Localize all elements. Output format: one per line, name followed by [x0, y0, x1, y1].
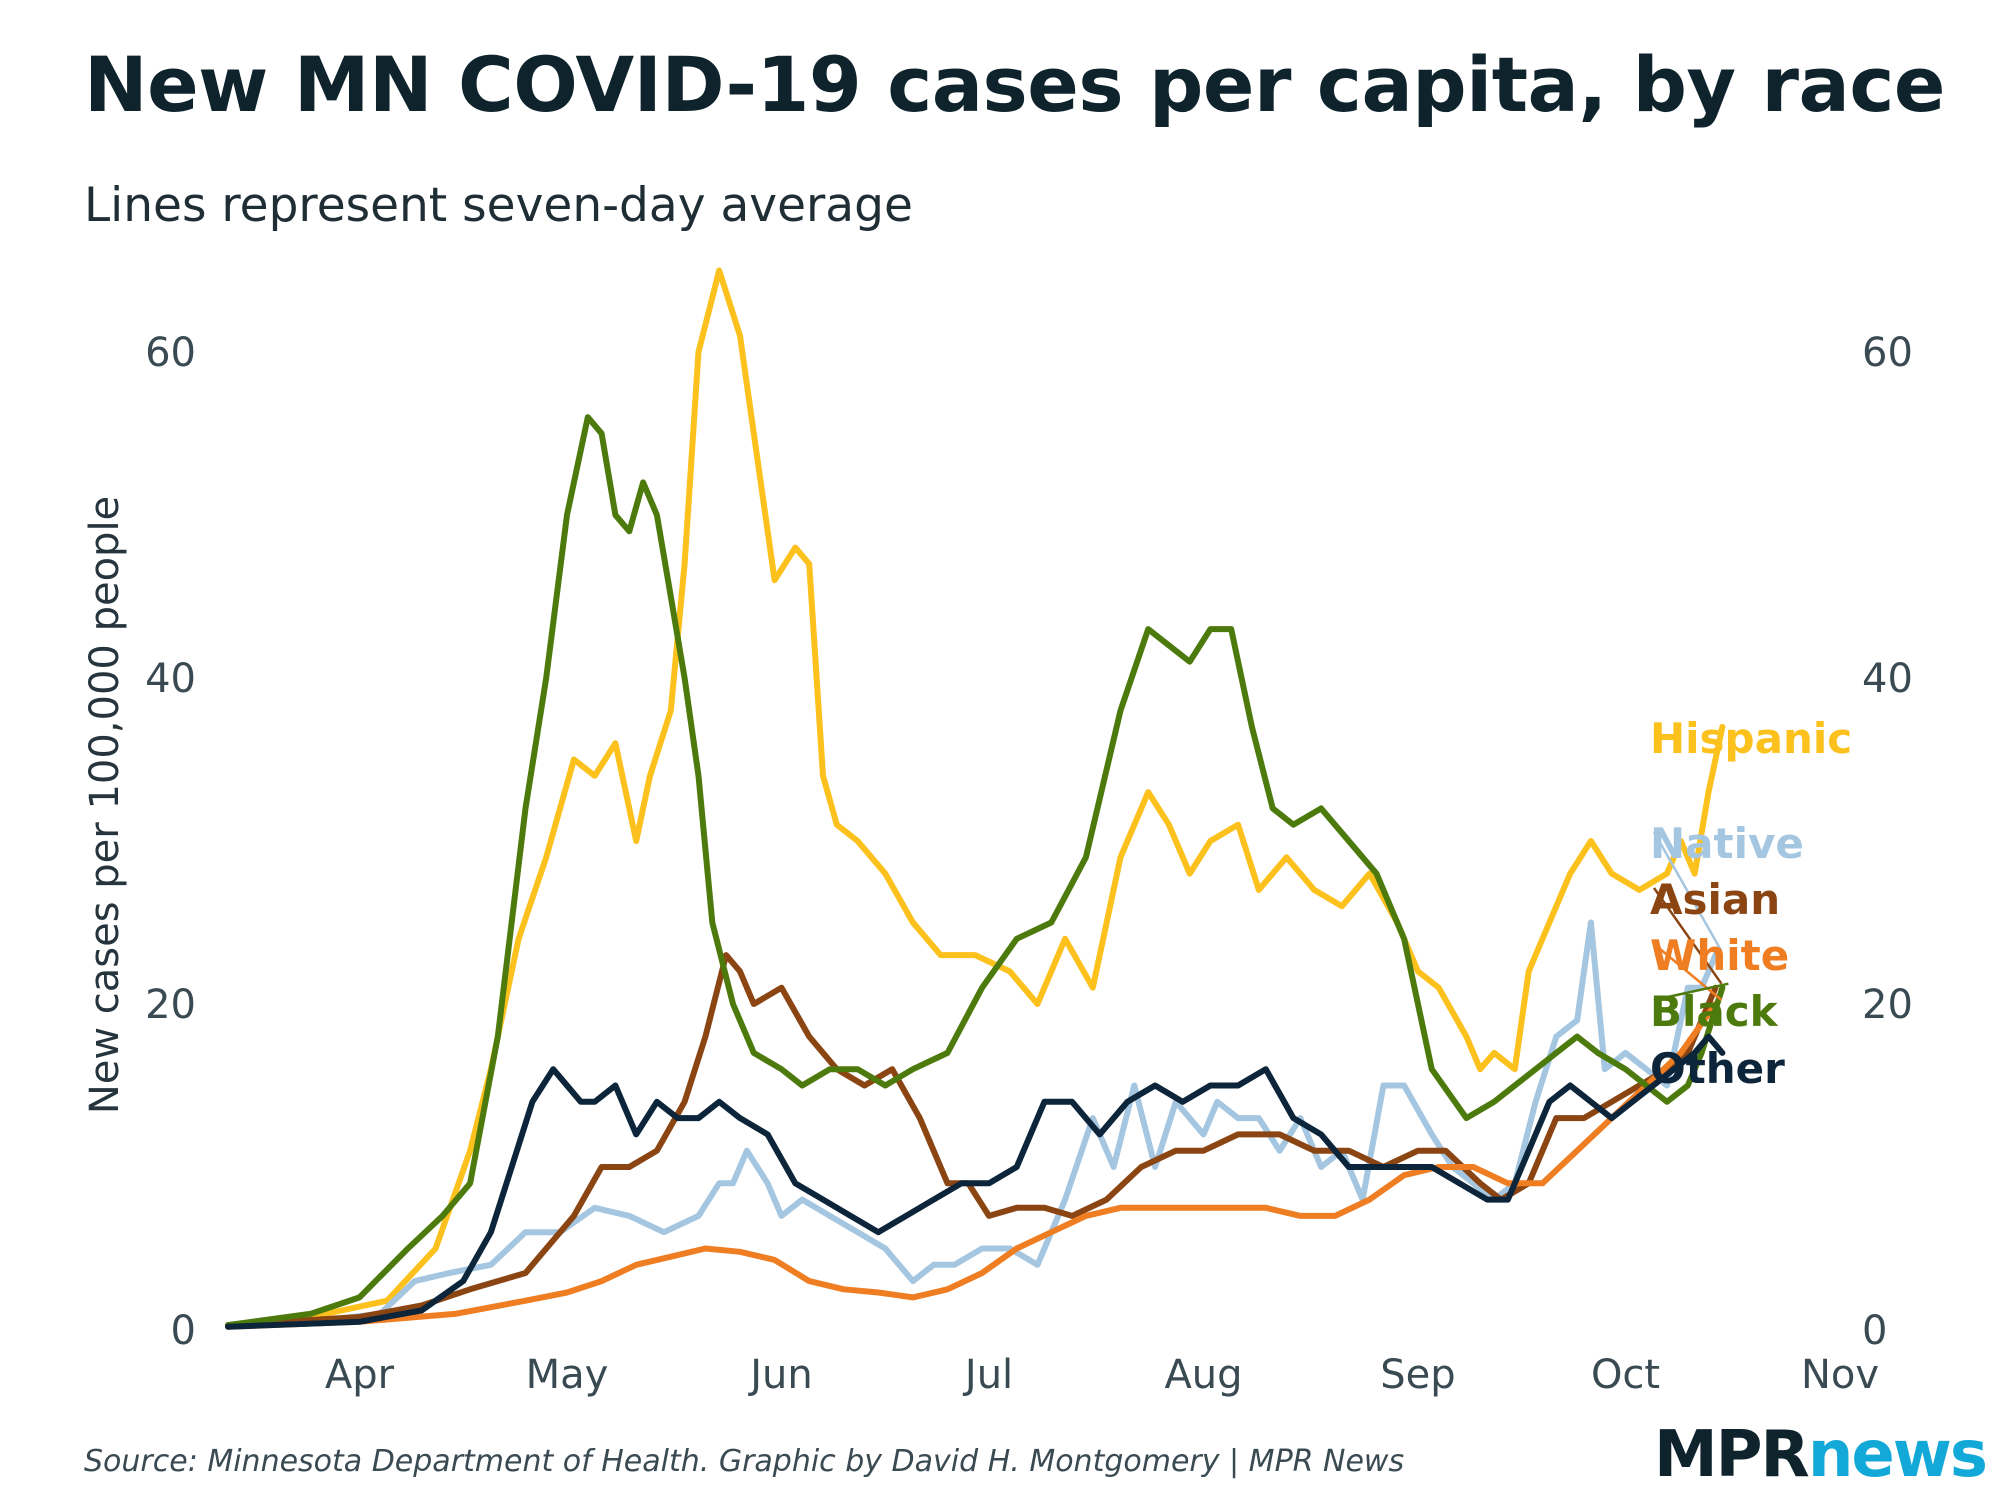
series-line-native	[225, 919, 1719, 1330]
chart-subtitle: Lines represent seven-day average	[84, 178, 913, 233]
mpr-news-logo: MPRnews	[1653, 1418, 1988, 1492]
y-tick-label-left: 60	[145, 330, 196, 376]
series-label-other: Other	[1650, 1044, 1785, 1093]
series-label-black: Black	[1650, 987, 1779, 1036]
y-tick-label-left: 20	[145, 982, 196, 1028]
x-tick-label: Jul	[962, 1352, 1013, 1398]
line-chart: 0 0 20 20 40 40 60 60 Apr May Jun Jul Aug Sep Oct Nov Ne…	[82, 267, 1913, 1398]
series-label-asian: Asian	[1650, 875, 1780, 924]
series-line-hispanic	[225, 267, 1726, 1329]
logo-part-news: news	[1807, 1418, 1988, 1492]
chart-title: New MN COVID-19 cases per capita, by rac…	[84, 40, 1945, 129]
series-line-other	[225, 1033, 1726, 1330]
logo-part-mpr: MPR	[1653, 1418, 1810, 1492]
y-tick-label-right: 40	[1862, 656, 1913, 702]
y-tick-label-right: 20	[1862, 982, 1913, 1028]
y-tick-label-right: 60	[1862, 330, 1913, 376]
source-credit: Source: Minnesota Department of Health. …	[84, 1444, 1405, 1479]
label-leader-asian	[1652, 887, 1723, 985]
label-leader-white	[1653, 943, 1723, 1001]
series-label-white: White	[1650, 931, 1789, 980]
x-tick-label: Sep	[1380, 1352, 1455, 1398]
x-tick-label: Oct	[1591, 1352, 1660, 1398]
series-line-white	[225, 1001, 1719, 1330]
x-tick-label: Apr	[325, 1352, 395, 1398]
y-tick-label-right: 0	[1862, 1308, 1887, 1354]
series-line-black	[225, 414, 1726, 1329]
x-tick-label: Aug	[1164, 1352, 1242, 1398]
chart-series-lines	[225, 267, 1726, 1330]
label-leader-black	[1653, 982, 1729, 1002]
chart-axes: 0 0 20 20 40 40 60 60 Apr May Jun Jul Aug Sep Oct Nov Ne…	[82, 330, 1913, 1398]
x-tick-label: Nov	[1801, 1352, 1879, 1398]
x-tick-label: Jun	[747, 1352, 813, 1398]
series-label-hispanic: Hispanic	[1650, 714, 1852, 763]
label-leader-native	[1652, 831, 1723, 952]
y-tick-label-left: 40	[145, 656, 196, 702]
y-tick-label-left: 0	[171, 1308, 196, 1354]
x-tick-label: May	[526, 1352, 609, 1398]
series-label-native: Native	[1650, 819, 1804, 868]
chart-series-labels: Hispanic Native Asian White Black Other	[1650, 714, 1852, 1093]
y-axis-title: New cases per 100,000 people	[82, 496, 128, 1114]
